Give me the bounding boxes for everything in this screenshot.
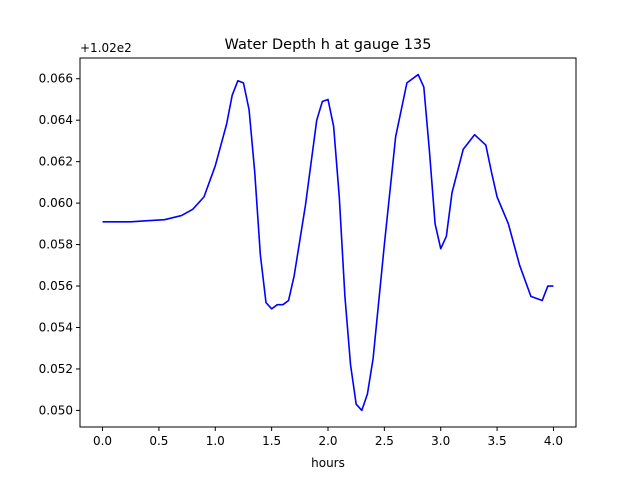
y-tick-label: 0.056: [39, 279, 73, 293]
chart-title: Water Depth h at gauge 135: [225, 37, 432, 53]
y-tick-label: 0.050: [39, 403, 73, 417]
x-tick-label: 3.0: [431, 434, 450, 448]
x-tick-label: 1.5: [262, 434, 281, 448]
y-tick-label: 0.062: [39, 155, 73, 169]
x-tick-label: 1.0: [206, 434, 225, 448]
y-tick-label: 0.060: [39, 196, 73, 210]
x-tick-label: 3.5: [488, 434, 507, 448]
series-line-0: [102, 73, 554, 412]
x-tick-label: 4.0: [544, 434, 563, 448]
y-tick-label: 0.054: [39, 320, 73, 334]
x-axis-label: hours: [311, 456, 345, 470]
y-tick-label: 0.064: [39, 113, 73, 127]
x-tick-label: 0.0: [93, 434, 112, 448]
x-tick-label: 0.5: [149, 434, 168, 448]
x-tick-label: 2.5: [375, 434, 394, 448]
y-tick-label: 0.066: [39, 72, 73, 86]
y-offset-label: +1.02e2: [80, 41, 132, 55]
x-tick-label: 2.0: [318, 434, 337, 448]
y-tick-label: 0.052: [39, 362, 73, 376]
y-tick-label: 0.058: [39, 238, 73, 252]
plot-area: 0.0 0.5 1.0 1.5 2.0 2.5 3.0 3.5 4.0 0.050 0.052 0.0…: [39, 57, 577, 448]
